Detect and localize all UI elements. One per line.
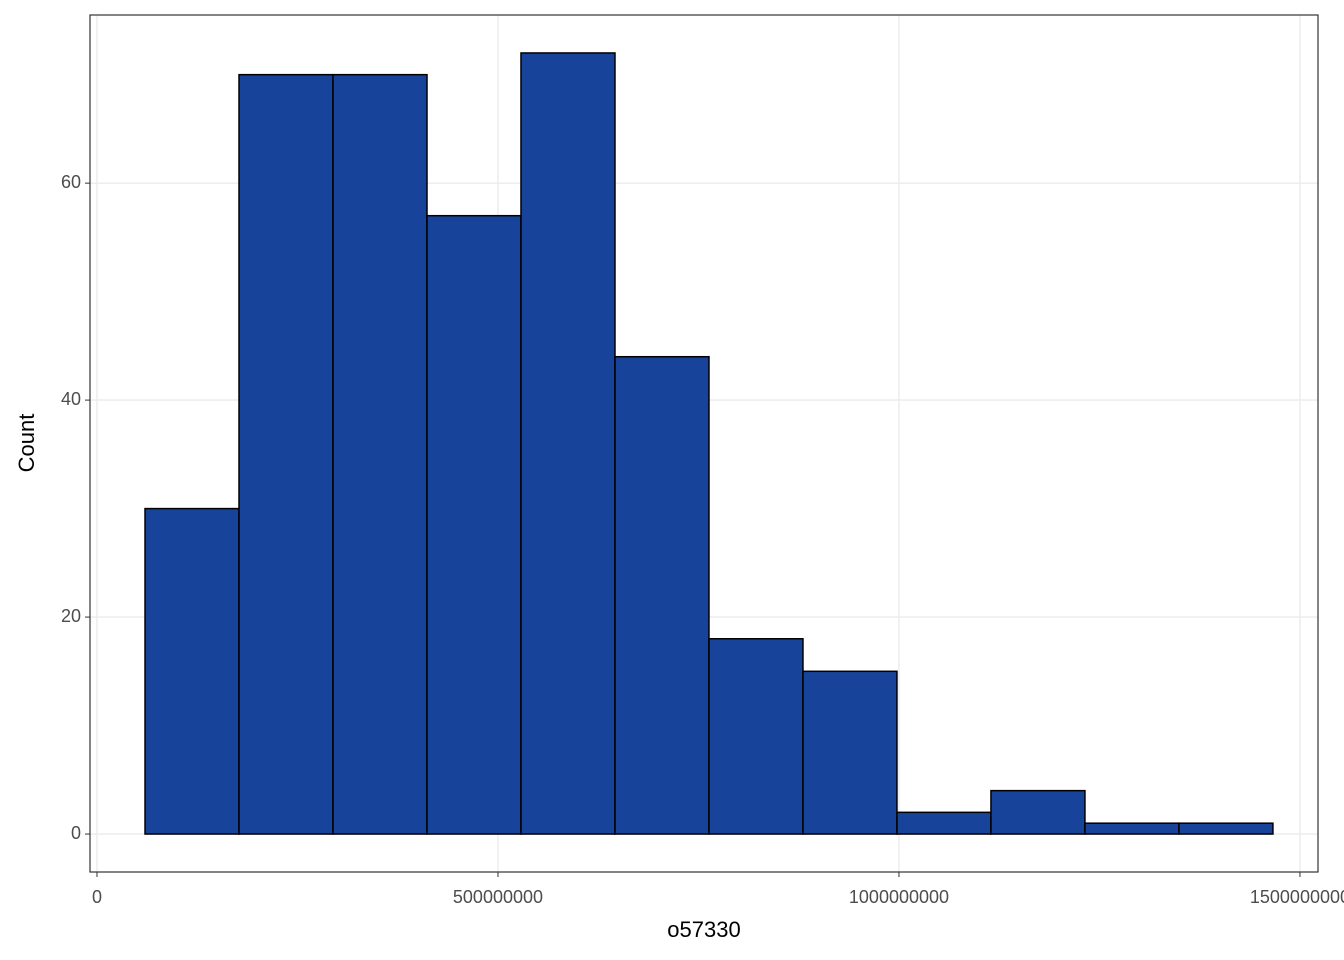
x-tick-label: 1500000000 (1250, 887, 1344, 907)
y-axis-label: Count (14, 414, 39, 473)
bar (708, 638, 804, 835)
x-tick-label: 1000000000 (849, 887, 949, 907)
bar (520, 52, 616, 835)
bar (238, 73, 334, 835)
bar (990, 789, 1086, 835)
bar (426, 214, 522, 835)
x-axis-label: o57330 (667, 917, 740, 942)
panel-border (89, 14, 1319, 873)
bar (1178, 822, 1274, 835)
y-tick-label: 40 (61, 389, 81, 409)
y-tick-label: 0 (71, 823, 81, 843)
bar (332, 73, 428, 835)
bar (802, 670, 898, 835)
bar (1084, 822, 1180, 835)
bar (144, 507, 240, 835)
x-tick-label: 0 (92, 887, 102, 907)
bar (896, 811, 992, 835)
x-tick-label: 500000000 (453, 887, 543, 907)
bar (614, 355, 710, 835)
y-tick-label: 60 (61, 172, 81, 192)
y-tick-label: 20 (61, 606, 81, 626)
